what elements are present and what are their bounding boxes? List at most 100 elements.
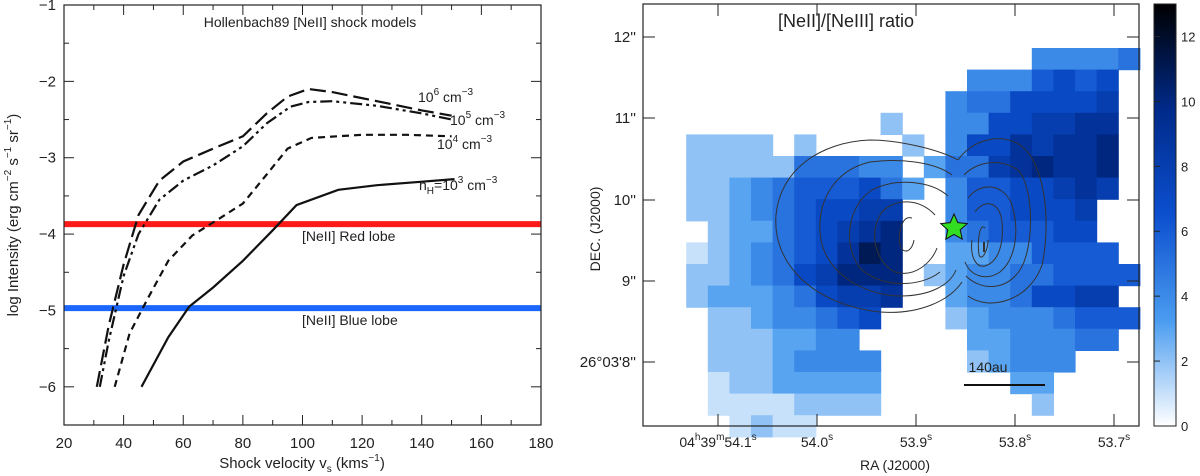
ratio-pixel — [686, 242, 709, 265]
ratio-pixel — [1075, 242, 1098, 265]
right-ytick-label: 11'' — [615, 110, 636, 127]
ratio-pixel — [751, 285, 774, 308]
ratio-pixel — [1075, 69, 1098, 92]
ratio-pixel — [707, 372, 730, 395]
colorbar-gradient — [1153, 3, 1177, 427]
ratio-pixel — [1096, 177, 1119, 200]
ratio-pixel — [772, 199, 795, 222]
model-curve-short-dash — [113, 133, 452, 388]
ratio-pixel — [1031, 112, 1054, 135]
ratio-pixel — [945, 177, 968, 200]
right-xtick-label: 04h39m54.1s — [679, 432, 756, 450]
ratio-pixel — [794, 307, 817, 330]
ratio-pixel — [1075, 307, 1098, 330]
left-ytick-label: −5 — [39, 302, 56, 319]
ratio-pixel — [815, 372, 838, 395]
ratio-pixel — [837, 328, 860, 351]
ratio-pixel — [1096, 91, 1119, 114]
blue-lobe-label: [NeII] Blue lobe — [302, 312, 398, 328]
left-xtick-label: 60 — [175, 435, 192, 452]
ratio-pixel — [1031, 328, 1054, 351]
ratio-pixel — [686, 177, 709, 200]
emission-contours — [775, 138, 1047, 313]
ratio-pixel — [1075, 112, 1098, 135]
ratio-pixel — [1010, 156, 1033, 179]
ratio-pixel — [1010, 199, 1033, 222]
ratio-pixel — [772, 156, 795, 179]
ratio-pixel — [794, 372, 817, 395]
ratio-pixel — [1096, 285, 1119, 308]
ratio-pixel — [815, 177, 838, 200]
ratio-pixel — [1075, 285, 1098, 308]
ratio-pixel — [794, 242, 817, 265]
ratio-pixel — [837, 372, 860, 395]
left-xtick-label: 120 — [350, 435, 375, 452]
ratio-pixel — [751, 393, 774, 416]
colorbar-tick-label: 10 — [1181, 94, 1195, 109]
ratio-pixel — [751, 372, 774, 395]
ratio-pixel — [1031, 264, 1054, 287]
ratio-pixel — [1031, 307, 1054, 330]
ratio-pixel — [707, 285, 730, 308]
ratio-pixel — [772, 372, 795, 395]
left-ytick-label: −1 — [39, 0, 56, 14]
ratio-pixel — [729, 156, 752, 179]
ratio-pixel — [923, 156, 946, 179]
ratio-pixel — [815, 350, 838, 373]
ratio-pixel — [1096, 69, 1119, 92]
colorbar-tick-label: 4 — [1181, 289, 1188, 304]
ratio-pixel — [1010, 285, 1033, 308]
ratio-pixel — [945, 264, 968, 287]
left-tick-labels: 20 40 60 80 100 120 140 160 180 −6 −5 −4 −3 −2 −1 — [39, 0, 554, 452]
ratio-pixel — [1053, 350, 1076, 373]
curve-label: nH=103 cm−3 — [419, 175, 498, 197]
ratio-pixel — [794, 393, 817, 416]
ratio-pixel — [880, 264, 903, 287]
ratio-pixel — [859, 199, 882, 222]
ratio-pixel — [967, 307, 990, 330]
ratio-pixel — [1096, 112, 1119, 135]
curve-label: 104 cm−3 — [437, 134, 493, 152]
left-chart-title: Hollenbach89 [NeII] shock models — [204, 14, 416, 30]
ratio-pixel — [967, 156, 990, 179]
ratio-pixel — [794, 177, 817, 200]
ratio-pixel — [1010, 350, 1033, 373]
ratio-pixel — [751, 350, 774, 373]
ratio-pixel — [1096, 156, 1119, 179]
ratio-pixel — [772, 328, 795, 351]
ratio-pixel — [772, 393, 795, 416]
ratio-pixel — [880, 112, 903, 135]
ratio-pixel — [859, 350, 882, 373]
ratio-pixel — [1096, 264, 1119, 287]
ratio-pixel — [1031, 285, 1054, 308]
ratio-pixel — [729, 199, 752, 222]
ratio-pixel — [794, 220, 817, 243]
ratio-pixel — [751, 220, 774, 243]
left-ytick-label: −4 — [39, 226, 56, 243]
curve-label: 106 cm−3 — [418, 87, 474, 105]
ratio-pixel — [1053, 48, 1076, 71]
ratio-pixel — [945, 134, 968, 157]
ratio-pixel — [729, 350, 752, 373]
left-xaxis-label: Shock velocity vs (kms−1) — [219, 453, 385, 475]
ratio-pixel — [1053, 112, 1076, 135]
ratio-pixel — [751, 199, 774, 222]
ratio-pixel — [988, 242, 1011, 265]
contour-4-right — [971, 203, 1003, 267]
ratio-pixel — [729, 134, 752, 157]
ratio-pixel — [1096, 307, 1119, 330]
shock-model-curves — [95, 87, 455, 388]
ratio-pixel — [859, 307, 882, 330]
colorbar-tick-label: 2 — [1181, 354, 1188, 369]
ratio-pixel — [859, 220, 882, 243]
colorbar-tick-label: 0 — [1181, 419, 1188, 434]
ratio-pixel — [1010, 242, 1033, 265]
ratio-pixel — [1096, 328, 1119, 351]
ratio-pixel — [988, 307, 1011, 330]
left-yaxis-label: log Intensity (erg cm−2 s−1 sr−1) — [3, 114, 22, 317]
ratio-pixel — [686, 264, 709, 287]
ratio-pixel — [1053, 285, 1076, 308]
ratio-pixel — [945, 285, 968, 308]
ratio-pixel — [967, 91, 990, 114]
ratio-pixel — [945, 156, 968, 179]
